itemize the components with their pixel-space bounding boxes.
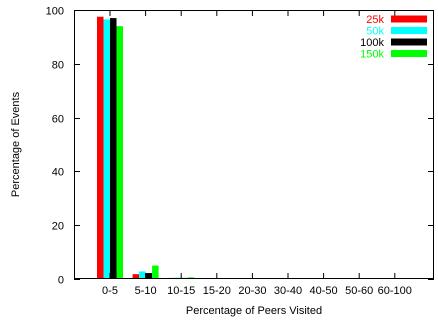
x-tick-label: 50-60 bbox=[345, 285, 373, 297]
x-tick-label: 10-15 bbox=[167, 285, 195, 297]
x-axis-label: Percentage of Peers Visited bbox=[186, 305, 322, 317]
bar-150k-5-10 bbox=[152, 265, 159, 279]
y-axis-ticks: 0 20 40 60 80 100 bbox=[46, 6, 434, 287]
x-tick-label: 5-10 bbox=[135, 285, 157, 297]
legend-label-25k: 25k bbox=[366, 14, 384, 26]
plot-frame bbox=[74, 10, 434, 279]
y-tick-label: 40 bbox=[52, 167, 64, 179]
y-tick-label: 0 bbox=[58, 275, 64, 287]
y-tick-label: 20 bbox=[52, 221, 64, 233]
legend-label-150k: 150k bbox=[360, 49, 384, 61]
x-axis-ticks: 0-5 5-10 10-15 15-20 20-30 30-40 40-50 50-60 60-… bbox=[102, 10, 412, 297]
x-tick-label: 40-50 bbox=[310, 285, 338, 297]
legend-swatch-50k bbox=[391, 27, 427, 34]
legend-label-100k: 100k bbox=[360, 37, 384, 49]
legend-swatch-25k bbox=[391, 15, 427, 23]
x-tick-label: 30-40 bbox=[274, 285, 302, 297]
bar-25k-0-5 bbox=[97, 16, 104, 279]
y-tick-label: 60 bbox=[52, 114, 64, 126]
y-tick-label: 100 bbox=[46, 6, 64, 18]
legend-label-50k: 50k bbox=[366, 26, 384, 38]
legend-swatch-150k bbox=[391, 50, 427, 57]
x-tick-label: 15-20 bbox=[203, 285, 231, 297]
x-tick-label: 0-5 bbox=[102, 285, 118, 297]
x-tick-label: 20-30 bbox=[238, 285, 266, 297]
x-tick-label: 60-100 bbox=[378, 285, 412, 297]
y-axis-label: Percentage of Events bbox=[10, 91, 22, 197]
bar-25k-5-10 bbox=[132, 274, 140, 279]
bar-100k-0-5 bbox=[110, 18, 117, 279]
bar-50k-5-10 bbox=[139, 271, 146, 279]
bar-100k-5-10 bbox=[145, 273, 153, 279]
legend-swatch-100k bbox=[391, 38, 427, 46]
bar-50k-0-5 bbox=[103, 19, 110, 279]
y-tick-label: 80 bbox=[52, 60, 64, 72]
bar-150k-0-5 bbox=[116, 26, 123, 279]
